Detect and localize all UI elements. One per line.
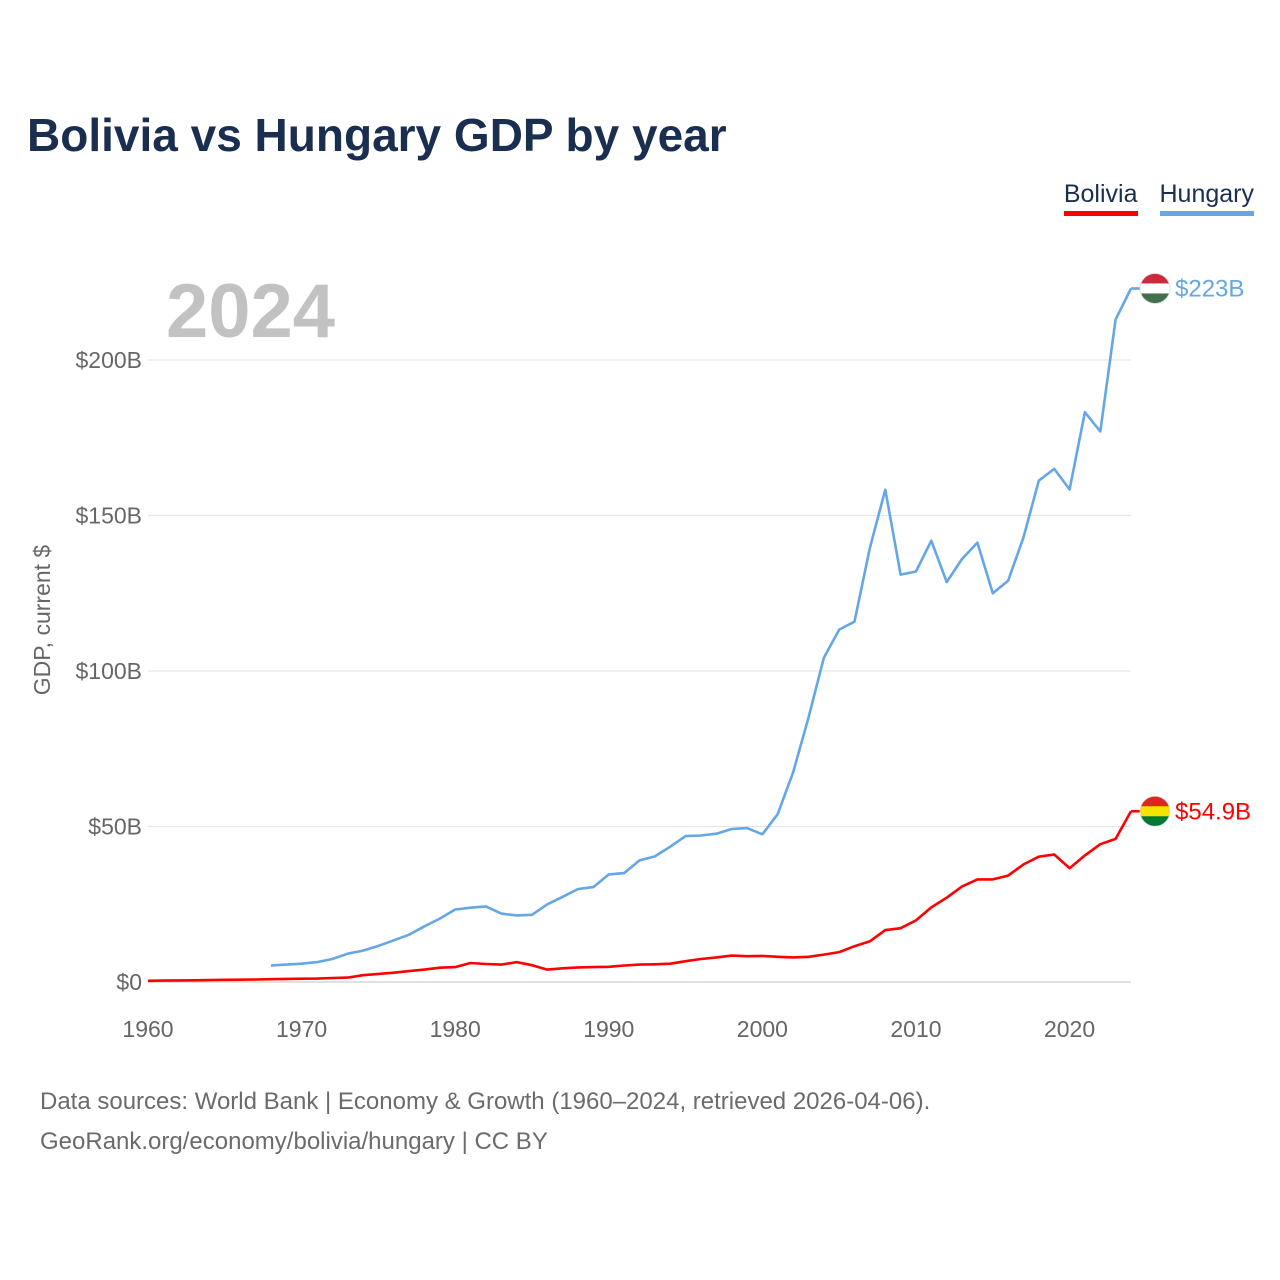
flag-hungary-icon — [1139, 273, 1171, 304]
x-axis-ticks: 1960 1970 1980 1990 2000 2010 2020 — [122, 1016, 1095, 1042]
x-tick-label: 1970 — [276, 1016, 327, 1042]
series-line-hungary[interactable] — [270, 287, 1133, 967]
flag-bolivia-icon — [1139, 795, 1171, 827]
legend-item-bolivia[interactable]: Bolivia — [1063, 180, 1138, 216]
series-lines — [147, 287, 1133, 983]
y-axis-ticks: $0 $50B $100B $150B $200B — [75, 347, 142, 995]
y-axis-label: GDP, current $ — [29, 545, 55, 696]
x-tick-label: 2000 — [737, 1016, 788, 1042]
y-tick-label: $200B — [75, 347, 142, 373]
end-value-label: $54.9B — [1175, 798, 1251, 825]
footer: Data sources: World Bank | Economy & Gro… — [40, 1082, 930, 1162]
grid-lines — [148, 359, 1131, 983]
year-stamp: 2024 — [166, 269, 336, 354]
x-tick-label: 1990 — [583, 1016, 634, 1042]
x-tick-label: 2020 — [1044, 1016, 1095, 1042]
x-tick-label: 2010 — [890, 1016, 941, 1042]
footer-sources: Data sources: World Bank | Economy & Gro… — [40, 1088, 931, 1115]
legend: Bolivia Hungary — [1063, 180, 1254, 216]
legend-item-hungary[interactable]: Hungary — [1159, 180, 1254, 216]
x-tick-label: 1960 — [122, 1016, 173, 1042]
footer-credit[interactable]: GeoRank.org/economy/bolivia/hungary | CC… — [40, 1128, 548, 1155]
end-value-label: $223B — [1175, 275, 1244, 302]
y-tick-label: $150B — [75, 503, 142, 529]
y-tick-label: $100B — [75, 658, 142, 684]
series-line-bolivia[interactable] — [147, 810, 1133, 983]
y-tick-label: $50B — [88, 814, 142, 840]
x-tick-label: 1980 — [430, 1016, 481, 1042]
y-tick-label: $0 — [116, 969, 142, 995]
chart-title: Bolivia vs Hungary GDP by year — [27, 109, 727, 161]
series-end-markers: $54.9B $223B — [1131, 273, 1251, 827]
